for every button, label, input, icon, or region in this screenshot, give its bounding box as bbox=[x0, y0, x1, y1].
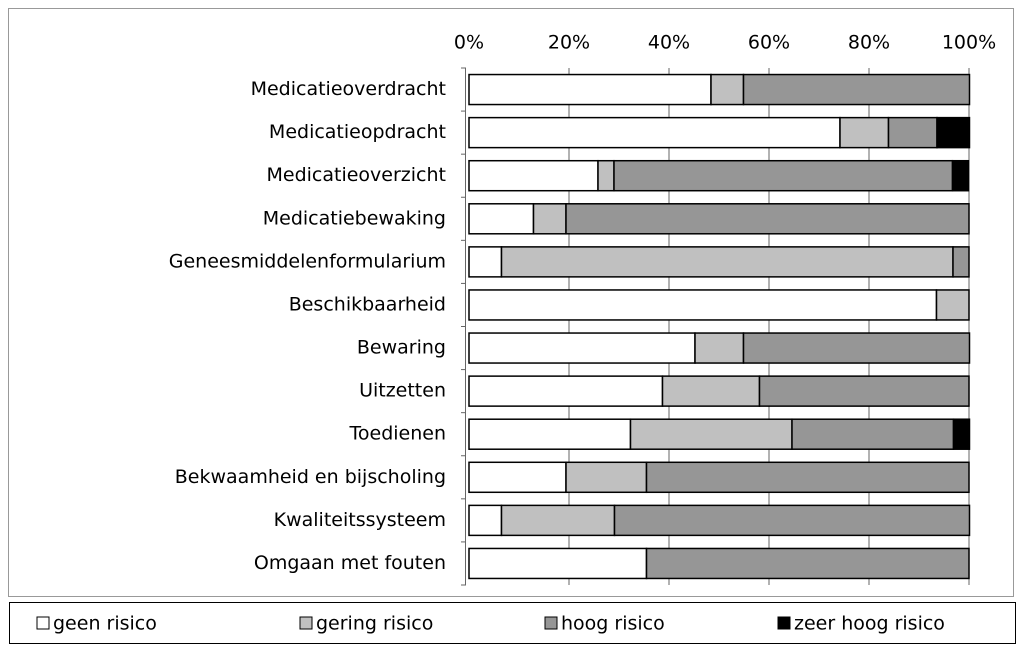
bar-segment bbox=[661, 375, 761, 407]
y-tick-label: Bewaring bbox=[357, 337, 446, 359]
y-tick-label: Medicatiebewaking bbox=[263, 207, 446, 229]
bar-segment bbox=[468, 203, 535, 235]
y-tick-label: Bekwaamheid en bijscholing bbox=[175, 466, 446, 488]
x-tick-label: 40% bbox=[648, 32, 690, 54]
bar-segment bbox=[629, 418, 793, 450]
chart-border bbox=[8, 8, 1014, 597]
bar-segment bbox=[710, 73, 745, 106]
legend-label: geen risico bbox=[53, 613, 157, 635]
y-tick-label: Medicatieopdracht bbox=[269, 121, 446, 143]
legend-label: gering risico bbox=[316, 613, 433, 635]
bar-segment bbox=[935, 289, 970, 321]
bar-segment bbox=[645, 461, 970, 494]
bar-segment bbox=[468, 418, 632, 450]
legend-swatch bbox=[544, 616, 558, 630]
bar-segment bbox=[500, 246, 954, 278]
bar-segment bbox=[468, 159, 599, 192]
bar-segment bbox=[565, 203, 970, 235]
bar-segment bbox=[468, 547, 648, 580]
legend-swatch bbox=[36, 616, 50, 630]
bar-segment bbox=[742, 332, 971, 364]
y-tick-label: Kwaliteitssysteem bbox=[274, 509, 446, 531]
bar-segment bbox=[468, 504, 503, 537]
bar-segment bbox=[758, 375, 970, 407]
y-tick-label: Toedienen bbox=[349, 423, 447, 445]
x-tick-label: 20% bbox=[548, 32, 590, 54]
y-tick-label: Omgaan met fouten bbox=[254, 552, 446, 574]
bar-segment bbox=[742, 73, 971, 106]
bar-segment bbox=[468, 73, 712, 106]
bar-segment bbox=[887, 116, 938, 149]
legend-box bbox=[9, 602, 1016, 644]
y-tick-label: Beschikbaarheid bbox=[289, 293, 446, 315]
legend-label: zeer hoog risico bbox=[794, 613, 945, 635]
bar-segment bbox=[694, 332, 745, 364]
bar-segment bbox=[468, 246, 503, 278]
x-tick-label: 0% bbox=[454, 32, 484, 54]
y-tick-label: Medicatieoverzicht bbox=[267, 164, 447, 186]
bar-segment bbox=[468, 116, 841, 149]
legend-label: hoog risico bbox=[561, 613, 665, 635]
bar-segment bbox=[613, 504, 971, 537]
x-tick-label: 100% bbox=[942, 32, 996, 54]
legend-swatch bbox=[777, 616, 791, 630]
bar-segment bbox=[645, 547, 970, 580]
x-tick-label: 80% bbox=[848, 32, 890, 54]
y-tick-label: Medicatieoverdracht bbox=[251, 78, 446, 100]
bar-segment bbox=[613, 159, 954, 192]
bar-segment bbox=[952, 418, 971, 450]
bar-segment bbox=[936, 116, 971, 149]
bar-segment bbox=[791, 418, 955, 450]
x-tick-label: 60% bbox=[748, 32, 790, 54]
bar-segment bbox=[468, 375, 664, 407]
y-tick-label: Geneesmiddelenformularium bbox=[169, 250, 446, 272]
legend-swatch bbox=[299, 616, 313, 630]
bar-segment bbox=[839, 116, 890, 149]
bar-segment bbox=[532, 203, 567, 235]
bar-segment bbox=[500, 504, 616, 537]
bar-segment bbox=[468, 461, 567, 494]
bar-segment bbox=[468, 332, 696, 364]
y-tick-label: Uitzetten bbox=[359, 380, 446, 402]
bar-segment bbox=[951, 159, 970, 192]
bar-segment bbox=[597, 159, 615, 192]
bar-segment bbox=[468, 289, 938, 321]
bar-segment bbox=[565, 461, 648, 494]
bar-segment bbox=[952, 246, 970, 278]
